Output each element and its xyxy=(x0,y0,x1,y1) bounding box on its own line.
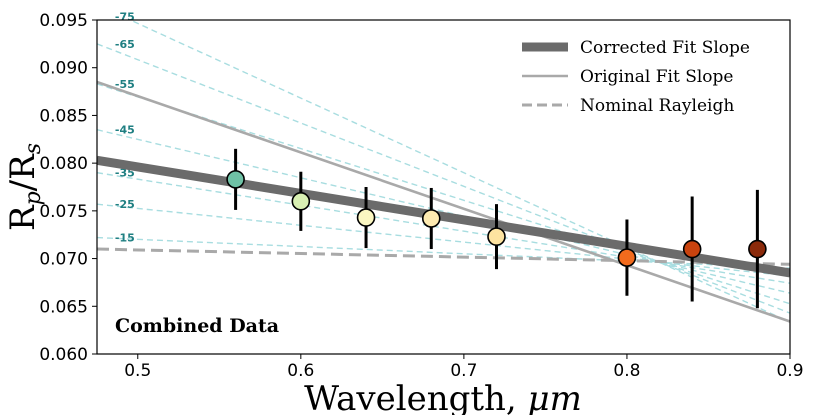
axes: 0.5 0.6 0.7 0.8 0.9 0.060 0.065 0.070 0.075 0.080… xyxy=(39,11,803,381)
y-tick-label: 0.070 xyxy=(39,250,88,270)
x-tick-label: 0.5 xyxy=(124,361,151,381)
rayleigh-line xyxy=(97,43,790,314)
x-tick-label: 0.8 xyxy=(613,361,640,381)
y-tick-label: 0.060 xyxy=(39,345,88,365)
data-point xyxy=(487,204,506,270)
data-points xyxy=(226,148,767,309)
rayleigh-model-lines xyxy=(97,20,790,323)
point-marker xyxy=(487,227,506,246)
rayleigh-line xyxy=(97,129,790,294)
rayleigh-line-label: -55 xyxy=(115,78,135,91)
point-marker xyxy=(291,192,311,211)
plot-frame xyxy=(96,19,791,355)
nominal-rayleigh-line xyxy=(97,247,790,266)
data-point xyxy=(356,187,376,249)
rayleigh-line-label: -25 xyxy=(115,198,135,211)
data-point xyxy=(421,187,441,250)
rayleigh-line-label: -45 xyxy=(115,124,135,137)
x-tick-label: 0.6 xyxy=(287,361,314,381)
rayleigh-line xyxy=(97,172,790,284)
point-marker xyxy=(748,239,767,259)
point-marker xyxy=(421,209,441,228)
rayleigh-line xyxy=(97,203,790,277)
point-marker xyxy=(226,170,245,189)
y-tick-label: 0.080 xyxy=(39,154,88,174)
y-tick-label: 0.065 xyxy=(39,297,88,317)
point-marker xyxy=(356,208,376,227)
y-tick-label: 0.075 xyxy=(39,202,88,222)
corrected-fit-line xyxy=(97,155,790,278)
data-point xyxy=(291,171,311,231)
data-point xyxy=(226,148,245,210)
rayleigh-line xyxy=(128,20,790,323)
rayleigh-line-label: -75 xyxy=(115,11,135,24)
data-point xyxy=(748,189,767,309)
point-marker xyxy=(682,239,702,259)
original-fit-line xyxy=(97,80,790,323)
legend-label: Nominal Rayleigh xyxy=(580,96,734,116)
y-tick-label: 0.090 xyxy=(39,59,88,79)
y-tick-label: 0.085 xyxy=(39,106,88,126)
y-tick-label: 0.095 xyxy=(39,11,88,31)
rayleigh-line-label: -65 xyxy=(115,38,135,51)
fit-lines xyxy=(97,80,790,323)
x-tick-label: 0.7 xyxy=(450,361,477,381)
data-point xyxy=(617,219,637,296)
legend: Corrected Fit Slope Original Fit Slope Nom… xyxy=(522,38,750,116)
legend-label: Original Fit Slope xyxy=(580,67,733,87)
point-marker xyxy=(617,248,637,267)
rayleigh-line-label: -15 xyxy=(115,232,135,245)
rayleigh-line xyxy=(97,236,790,269)
rayleigh-model-labels: -15-25-35-45-55-65-75 xyxy=(115,11,135,245)
data-point xyxy=(682,196,702,302)
x-tick-label: 0.9 xyxy=(776,361,803,381)
y-axis-label: Rp/Rs xyxy=(3,143,46,231)
combined-data-annotation: Combined Data xyxy=(115,315,279,337)
x-axis-label: Wavelength, μm xyxy=(304,379,582,415)
legend-label: Corrected Fit Slope xyxy=(580,38,750,58)
